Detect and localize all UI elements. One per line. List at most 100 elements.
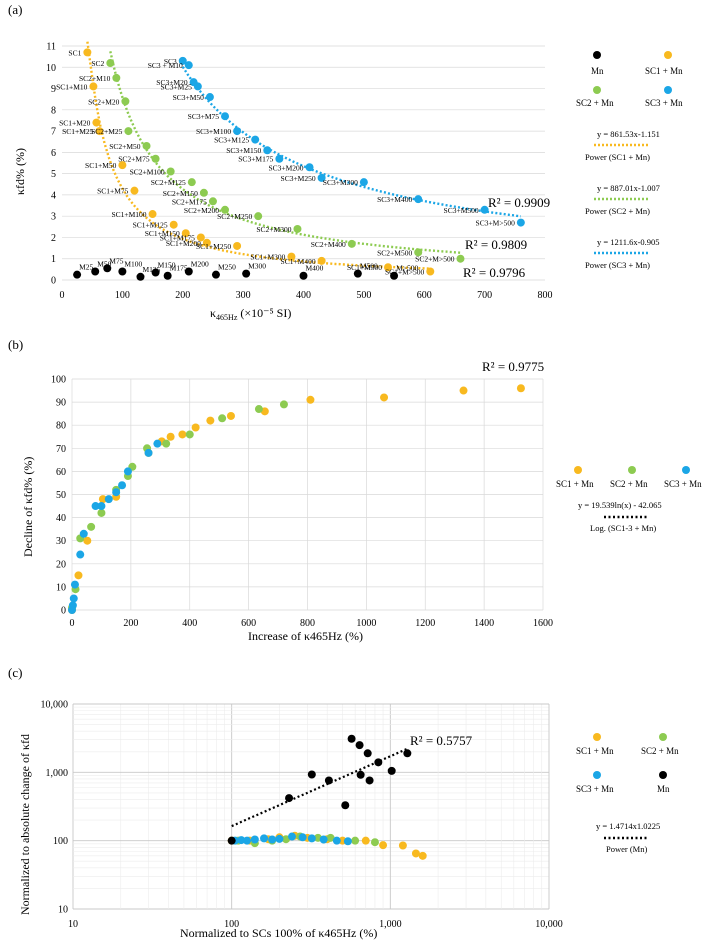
- fit-c-mn: [231, 747, 409, 828]
- legend-a-sc3-marker: [664, 86, 672, 94]
- point-a-sc2: [121, 97, 130, 106]
- point-a-sc2: [347, 239, 356, 248]
- point-b-sc1: [306, 395, 315, 404]
- tick-c-y: 10,000: [41, 700, 69, 711]
- tick-b-x: 1200: [415, 618, 435, 629]
- point-b-sc2: [218, 414, 227, 423]
- point-label-a-sc3: SC3+M125: [214, 136, 249, 145]
- tick-b-y: 70: [56, 444, 66, 455]
- legend-a-sc1-marker: [664, 51, 672, 59]
- point-a-sc3: [263, 146, 272, 155]
- point-c-sc2: [281, 835, 290, 844]
- point-label-a-sc1: SC1+M>500: [385, 267, 425, 276]
- tick-a-y: 4: [51, 190, 56, 201]
- point-label-a-sc2: SC2+M200: [184, 206, 219, 215]
- point-c-sc2: [326, 833, 335, 842]
- legend-c-sc3-marker: [593, 771, 601, 779]
- point-a-mn: [118, 267, 127, 276]
- panel-c-fit-curve: [231, 747, 409, 828]
- point-b-sc1: [191, 423, 200, 432]
- tick-b-x: 600: [241, 618, 256, 629]
- point-a-sc3: [184, 61, 193, 70]
- panel-a-r2-sc1: R² = 0.9796: [463, 265, 526, 280]
- tick-b-y: 20: [56, 559, 66, 570]
- panel-c-y-axis-label: Normalized to absolute change of κfd: [18, 734, 32, 915]
- point-label-a-sc2: SC2+M250: [217, 212, 252, 221]
- point-a-sc3: [317, 173, 326, 182]
- point-a-sc1: [92, 118, 101, 127]
- tick-b-x: 0: [70, 618, 75, 629]
- point-c-mn: [374, 758, 383, 767]
- point-b-sc1: [206, 416, 215, 425]
- point-c-sc3: [319, 835, 328, 844]
- legend-c-mn-marker: [659, 771, 667, 779]
- point-a-sc3: [480, 205, 489, 214]
- point-c-sc3: [307, 834, 316, 843]
- point-c-mn: [355, 741, 364, 750]
- point-c-sc3: [343, 837, 352, 846]
- point-c-mn: [227, 836, 236, 845]
- legend-b-sc3-marker: [682, 466, 690, 474]
- point-label-a-sc3: SC3+M175: [238, 155, 273, 164]
- point-a-sc2: [254, 212, 263, 221]
- tick-b-y: 60: [56, 467, 66, 478]
- tick-a-x: 100: [115, 290, 130, 301]
- point-label-a-sc1: SC1+M75: [97, 187, 129, 196]
- point-a-sc2: [199, 188, 208, 197]
- panel-c-tick-labels: 10 100 1,000 10,000 10 100 1,000 10,000: [41, 700, 563, 931]
- legend-a-fit-sc3: Power (SC3 + Mn): [585, 260, 650, 270]
- tick-a-y: 10: [46, 63, 56, 74]
- point-a-sc3: [251, 135, 260, 144]
- point-b-sc3: [91, 502, 100, 511]
- point-c-sc3: [332, 836, 341, 845]
- point-a-mn: [299, 271, 308, 280]
- point-c-sc3: [237, 836, 246, 845]
- point-label-a-mn: M75: [109, 256, 123, 265]
- point-label-a-sc3: SC3+M250: [281, 174, 316, 183]
- point-b-sc1: [516, 384, 525, 393]
- panel-a-label: (a): [8, 2, 22, 17]
- legend-a-fit-sc1: Power (SC1 + Mn): [585, 152, 650, 162]
- point-label-a-sc2: SC2+M>500: [415, 255, 455, 264]
- point-label-a-mn: M>500: [396, 264, 418, 273]
- point-label-a-sc2: SC2+M20: [88, 97, 120, 106]
- point-a-sc1: [169, 220, 178, 229]
- point-label-a-sc1: SC1+M25: [62, 127, 94, 136]
- tick-a-y: 7: [51, 127, 56, 138]
- tick-b-x: 800: [300, 618, 315, 629]
- legend-c-equation: y = 1.4714x1.0225: [596, 821, 660, 831]
- point-label-a-sc3: SC3+M200: [268, 163, 303, 172]
- point-label-a-sc3: SC3+M300: [323, 178, 358, 187]
- point-a-sc3: [178, 56, 187, 65]
- point-label-a-sc1: SC1+M400: [281, 257, 316, 266]
- tick-b-y: 10: [56, 582, 66, 593]
- point-b-sc2: [279, 400, 288, 409]
- point-c-mn: [365, 776, 374, 785]
- point-a-sc2: [221, 205, 230, 214]
- legend-a-sc3-label: SC3 + Mn: [645, 98, 683, 108]
- legend-c-fit-name: Power (Mn): [606, 844, 647, 854]
- tick-a-y: 0: [51, 276, 56, 287]
- point-b-sc1: [178, 430, 187, 439]
- tick-b-y: 100: [51, 375, 66, 386]
- tick-a-y: 5: [51, 169, 56, 180]
- point-a-sc3: [205, 93, 214, 102]
- tick-a-y: 3: [51, 212, 56, 223]
- panel-a-legend: Mn SC1 + Mn SC2 + Mn SC3 + Mn y = 861.53…: [576, 51, 683, 270]
- point-label-a-sc1: SC1+M100: [111, 210, 146, 219]
- point-a-sc1: [317, 256, 326, 265]
- legend-a-mn-marker: [593, 51, 601, 59]
- panel-a-tick-labels: 0 1 2 3 4 5 6 7 8 9 10 11 0 100 200 300 400 500 600 700 800: [46, 42, 553, 302]
- point-a-sc1: [95, 127, 104, 136]
- point-label-a-sc3: SC3+M150: [226, 146, 261, 155]
- panel-b-label: (b): [8, 337, 23, 352]
- point-a-sc1: [89, 82, 98, 91]
- point-label-a-sc3: SC3+M100: [196, 127, 231, 136]
- legend-c-sc1-label: SC1 + Mn: [576, 746, 614, 756]
- point-a-sc3: [414, 195, 423, 204]
- point-label-a-sc2: SC2+M500: [377, 248, 412, 257]
- point-a-sc1: [83, 48, 92, 57]
- point-c-mn: [307, 770, 316, 779]
- panel-c-gridlines: [72, 703, 550, 910]
- point-label-a-sc3: SC3+M400: [377, 195, 412, 204]
